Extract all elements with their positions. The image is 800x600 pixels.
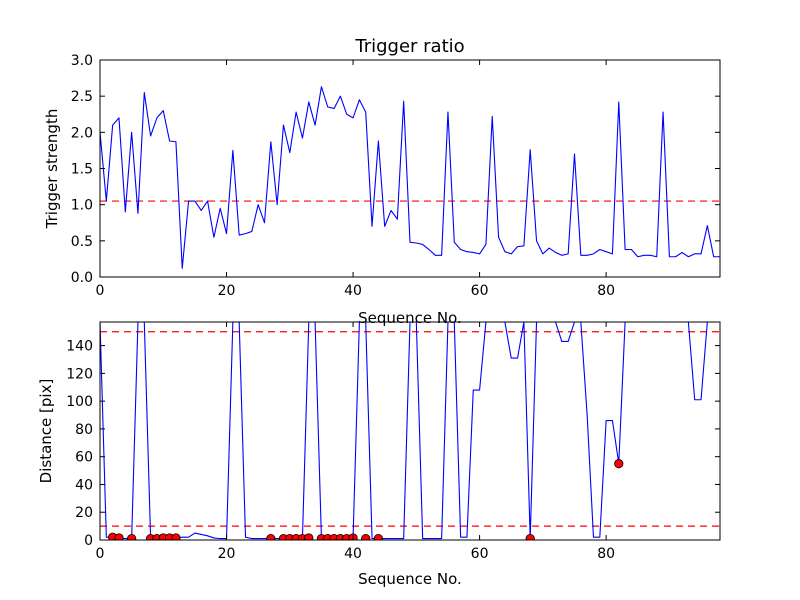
axes-frame bbox=[99, 321, 721, 541]
y-tick-label: 3.0 bbox=[71, 53, 93, 69]
y-tick-label: 80 bbox=[75, 422, 93, 438]
data-point-marker bbox=[361, 534, 371, 540]
y-tick-label: 20 bbox=[75, 505, 93, 521]
y-tick-label: 2.5 bbox=[71, 89, 93, 105]
data-point-marker bbox=[266, 534, 276, 540]
data-point-marker bbox=[304, 533, 314, 540]
x-tick-label: 40 bbox=[344, 546, 362, 562]
data-point-marker bbox=[373, 534, 383, 540]
y-axis-label: Trigger strength bbox=[43, 109, 61, 230]
x-tick-label: 80 bbox=[597, 283, 615, 299]
distance-chart: 0 20 40 60 80 0 20 40 60 80 100 120 140 Sequence No.… bbox=[37, 321, 721, 588]
y-tick-label: 1.5 bbox=[71, 162, 93, 178]
x-tick-label: 20 bbox=[218, 283, 236, 299]
trigger-ratio-chart: Trigger ratio 0 20 40 60 80 0.0 0.5 1.0 1.5 2.0 2.… bbox=[43, 36, 721, 327]
y-tick-label: 140 bbox=[66, 339, 93, 355]
y-tick-label: 1.0 bbox=[71, 198, 93, 214]
x-axis-label: Sequence No. bbox=[358, 570, 462, 588]
x-tick-label: 40 bbox=[344, 283, 362, 299]
data-point-marker bbox=[614, 459, 624, 469]
x-tick-label: 0 bbox=[96, 283, 105, 299]
data-point-marker bbox=[127, 534, 137, 540]
x-tick-label: 60 bbox=[471, 546, 489, 562]
y-tick-label: 0 bbox=[84, 533, 93, 549]
x-tick-label: 20 bbox=[218, 546, 236, 562]
y-tick-label: 100 bbox=[66, 394, 93, 410]
x-tick-label: 60 bbox=[471, 283, 489, 299]
x-tick-label: 0 bbox=[96, 546, 105, 562]
plot-area-bottom bbox=[100, 322, 720, 540]
y-axis-label: Distance [pix] bbox=[37, 379, 55, 484]
y-tick-label: 2.0 bbox=[71, 125, 93, 141]
axes-top: 0 20 40 60 80 0.0 0.5 1.0 1.5 2.0 2.5 3.0 bbox=[71, 53, 721, 299]
data-point-marker bbox=[525, 534, 535, 540]
data-point-marker bbox=[171, 533, 181, 540]
plot-area-top bbox=[100, 86, 720, 269]
y-tick-label: 60 bbox=[75, 450, 93, 466]
y-tick-label: 0.0 bbox=[71, 270, 93, 286]
axes-bottom: 0 20 40 60 80 0 20 40 60 80 100 120 140 bbox=[66, 321, 721, 562]
series-line bbox=[100, 86, 720, 269]
y-tick-label: 0.5 bbox=[71, 234, 93, 250]
y-tick-label: 40 bbox=[75, 477, 93, 493]
chart-title: Trigger ratio bbox=[354, 36, 464, 57]
y-tick-label: 120 bbox=[66, 366, 93, 382]
x-tick-label: 80 bbox=[597, 546, 615, 562]
data-point-marker bbox=[114, 533, 124, 540]
series-line bbox=[100, 322, 720, 540]
